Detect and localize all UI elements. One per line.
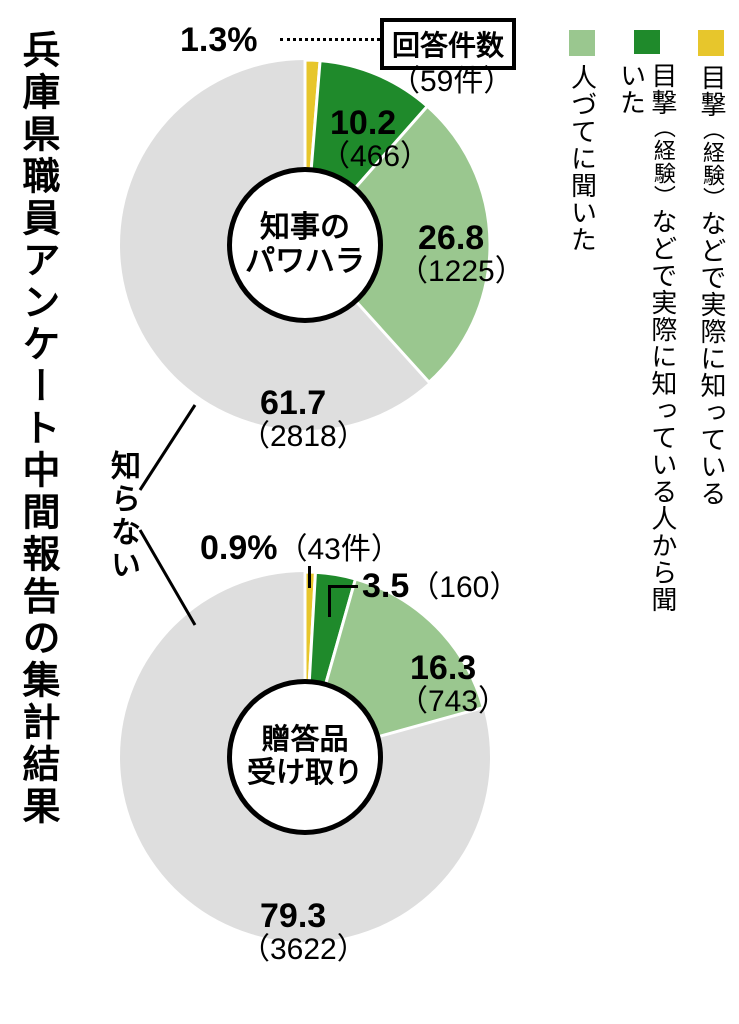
- legend-item-2: 目撃（経験）などで実際に知っている人から聞いた: [615, 30, 677, 630]
- leader-line-2b-v: [328, 585, 331, 617]
- legend-swatch-3: [569, 30, 595, 56]
- pie2-seg3-pct: 16.3: [410, 650, 476, 687]
- pie1-seg4-pct: 61.7: [260, 385, 326, 422]
- leader-line-2a: [308, 566, 311, 588]
- pie2-center-label: 贈答品 受け取り: [227, 679, 383, 835]
- legend-item-1: 目撃（経験）などで実際に知っている: [696, 30, 727, 630]
- legend: 目撃（経験）などで実際に知っている 目撃（経験）などで実際に知っている人から聞い…: [566, 30, 727, 630]
- legend-text-1: 目撃（経験）などで実際に知っている: [696, 64, 727, 507]
- pie1-seg3-pct: 26.8: [418, 220, 484, 257]
- response-count-box: 回答件数: [380, 18, 516, 70]
- legend-text-3: 人づてに聞いた: [566, 64, 597, 253]
- pie2-seg4-pct: 79.3: [260, 898, 326, 935]
- pie1-seg2-pct: 10.2: [330, 105, 396, 142]
- page-title: 兵庫県職員アンケート中間報告の集計結果: [10, 30, 65, 828]
- dotted-line-1: [280, 38, 380, 41]
- pie1-seg2-cnt: （466）: [320, 140, 430, 173]
- pie1-seg3-cnt: （1225）: [398, 255, 525, 288]
- legend-swatch-2: [634, 30, 660, 54]
- pie2-seg1-pct: 0.9%（43件）: [200, 530, 401, 567]
- connector-lines: [130, 390, 230, 640]
- pie1-center-label: 知事の パワハラ: [227, 167, 383, 323]
- pie2-seg4-cnt: （3622）: [240, 933, 367, 966]
- pie2-seg2-pct: 3.5（160）: [362, 568, 519, 605]
- pie2-seg3-cnt: （743）: [398, 685, 508, 718]
- pie1-seg4-cnt: （2818）: [240, 420, 367, 453]
- legend-item-3: 人づてに聞いた: [566, 30, 597, 630]
- pie1-seg1-pct: 1.3%: [180, 22, 258, 59]
- legend-text-2: 目撃（経験）などで実際に知っている人から聞いた: [615, 62, 677, 630]
- chart-area: 知事の パワハラ 1.3% 回答件数 （59件） 10.2 （466） 26.8…: [80, 10, 540, 1010]
- leader-line-2b-h: [328, 585, 358, 588]
- legend-swatch-1: [698, 30, 724, 56]
- pie1-seg1-cnt: （59件）: [390, 65, 513, 98]
